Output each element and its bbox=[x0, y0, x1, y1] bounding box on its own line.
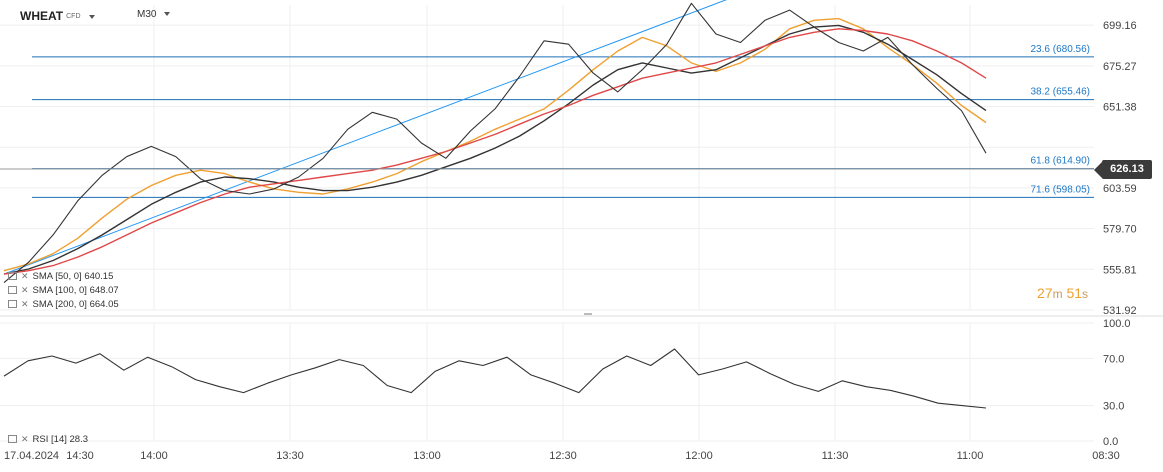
time-tick-label: 12:30 bbox=[549, 450, 577, 462]
trendline-line bbox=[3, 0, 727, 275]
time-tick-label: 11:30 bbox=[822, 450, 849, 462]
close-icon[interactable]: ✕ bbox=[21, 434, 29, 444]
time-tick-label: 12:00 bbox=[685, 450, 713, 462]
fibonacci-label: 23.6 (680.56) bbox=[1031, 44, 1091, 55]
symbol-type: CFD bbox=[66, 13, 81, 21]
close-icon[interactable]: ✕ bbox=[21, 271, 29, 281]
legend-value: 664.05 bbox=[89, 299, 119, 310]
price-panel: 23.6 (680.56) 38.2 (655.46) 61.8 (614.90) 7… bbox=[0, 0, 1137, 441]
time-tick-label: 08:30 bbox=[1092, 450, 1120, 462]
rsi-panel: 100.0 70.0 30.0 0.0 bbox=[0, 318, 1131, 448]
panel-resize-handle[interactable] bbox=[584, 313, 592, 315]
rsi-axis-ticks: 100.0 70.0 30.0 0.0 bbox=[1103, 318, 1131, 448]
close-icon[interactable]: ✕ bbox=[21, 299, 29, 309]
timeframe-selector[interactable]: M30 bbox=[137, 9, 171, 20]
timer-seconds: 51 bbox=[1066, 285, 1083, 301]
candle-countdown: 27m 51s bbox=[1037, 285, 1088, 301]
legend-value: 640.15 bbox=[84, 271, 114, 282]
current-price-value: 626.13 bbox=[1110, 163, 1144, 175]
close-icon[interactable]: ✕ bbox=[21, 285, 29, 295]
series-line-sma-50-0- bbox=[3, 17, 987, 272]
settings-icon[interactable] bbox=[8, 435, 17, 444]
timer-minutes-unit: m bbox=[1052, 287, 1063, 301]
rsi-tick-label: 70.0 bbox=[1103, 353, 1124, 365]
price-tick-label: 651.38 bbox=[1103, 102, 1137, 114]
time-tick-label: 13:00 bbox=[413, 450, 441, 462]
chevron-down-icon bbox=[88, 14, 95, 19]
fibonacci-label: 61.8 (614.90) bbox=[1031, 156, 1091, 167]
time-tick-label: 14:30 bbox=[66, 450, 94, 462]
price-tag-arrow bbox=[1094, 161, 1103, 179]
rsi-grid bbox=[0, 322, 1094, 442]
legend-rsi[interactable]: ✕ RSI [14] 28.3 bbox=[8, 434, 88, 445]
price-tag-background bbox=[1102, 160, 1152, 179]
fibonacci-label: 38.2 (655.46) bbox=[1031, 87, 1091, 98]
settings-icon[interactable] bbox=[8, 286, 17, 295]
time-tick-label: 13:30 bbox=[276, 450, 304, 462]
rsi-tick-label: 100.0 bbox=[1103, 318, 1131, 330]
symbol-selector[interactable]: WHEAT CFD bbox=[20, 9, 95, 23]
series-line-sma-100-0- bbox=[3, 24, 987, 275]
rsi-tick-label: 30.0 bbox=[1103, 401, 1124, 413]
price-grid bbox=[0, 5, 1094, 441]
series-line-sma-200-0- bbox=[3, 28, 987, 275]
rsi-line bbox=[3, 348, 987, 409]
legend-sma50[interactable]: ✕ SMA [50, 0] 640.15 bbox=[8, 271, 113, 282]
settings-icon[interactable] bbox=[8, 300, 17, 309]
time-tick-label: 14:00 bbox=[140, 450, 168, 462]
time-tick-label: 17.04.2024 bbox=[4, 450, 59, 462]
price-line bbox=[3, 2, 987, 284]
legend-label: SMA [100, 0] bbox=[32, 285, 87, 296]
price-tick-label: 699.16 bbox=[1103, 20, 1137, 32]
timer-seconds-unit: s bbox=[1082, 287, 1089, 301]
time-axis-ticks: 17.04.2024 14:30 14:00 13:30 13:00 12:30 12:00… bbox=[4, 450, 1120, 462]
price-tick-label: 579.70 bbox=[1103, 224, 1137, 236]
price-tick-label: 555.81 bbox=[1103, 264, 1137, 276]
trendline bbox=[3, 0, 727, 275]
price-tick-label: 603.59 bbox=[1103, 183, 1137, 195]
current-price-tag: 626.13 bbox=[1094, 160, 1152, 179]
settings-icon[interactable] bbox=[8, 272, 17, 281]
rsi-tick-label: 0.0 bbox=[1103, 436, 1118, 448]
time-tick-label: 11:00 bbox=[957, 450, 984, 462]
chevron-down-icon bbox=[164, 12, 171, 17]
legend-label: SMA [200, 0] bbox=[32, 299, 87, 310]
legend-sma200[interactable]: ✕ SMA [200, 0] 664.05 bbox=[8, 299, 119, 310]
legend-label: SMA [50, 0] bbox=[32, 271, 82, 282]
price-tick-label: 531.92 bbox=[1103, 305, 1137, 317]
legend-label: RSI [14] bbox=[32, 434, 67, 445]
symbol-name: WHEAT bbox=[20, 9, 64, 23]
legend-value: 648.07 bbox=[89, 285, 119, 296]
price-tick-label: 675.27 bbox=[1103, 61, 1137, 73]
timer-minutes: 27 bbox=[1037, 285, 1053, 301]
fibonacci-label: 71.6 (598.05) bbox=[1031, 184, 1091, 195]
price-series bbox=[3, 2, 987, 284]
legend-sma100[interactable]: ✕ SMA [100, 0] 648.07 bbox=[8, 285, 119, 296]
price-axis-ticks: 699.16 675.27 651.38 603.59 579.70 555.81 531.… bbox=[1103, 20, 1137, 317]
rsi-series bbox=[3, 348, 987, 409]
legend-value: 28.3 bbox=[69, 434, 89, 445]
timeframe-label: M30 bbox=[137, 9, 157, 20]
